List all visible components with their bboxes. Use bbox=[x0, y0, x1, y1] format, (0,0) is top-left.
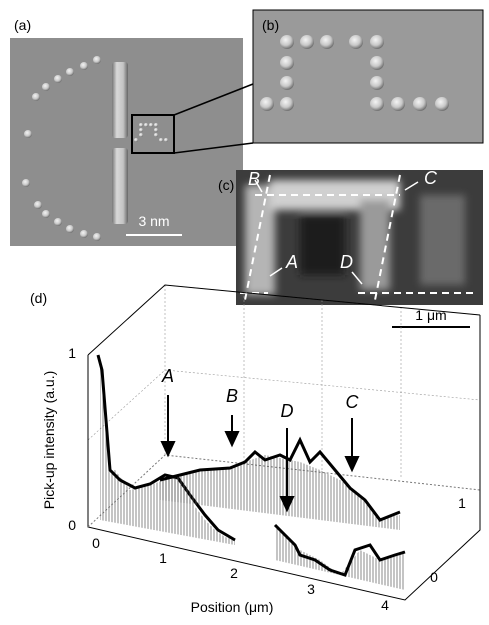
z-tick-label: 1 bbox=[68, 345, 76, 361]
depth-tick-label: 0 bbox=[430, 569, 438, 585]
marker-label: C bbox=[346, 392, 360, 412]
panel-label: (b) bbox=[262, 17, 279, 33]
x-tick-label: 2 bbox=[230, 565, 238, 581]
panel-b: (b) bbox=[253, 10, 483, 143]
x-axis-label: Position (μm) bbox=[191, 599, 274, 615]
marker-label: B bbox=[248, 169, 260, 189]
panel-label: (c) bbox=[218, 177, 234, 193]
x-tick-label: 0 bbox=[92, 535, 100, 551]
marker-label: C bbox=[424, 168, 438, 188]
scale-label: 3 nm bbox=[138, 213, 169, 229]
x-tick-label: 3 bbox=[307, 581, 315, 597]
depth-tick-label: 1 bbox=[458, 495, 466, 511]
panel-a: 3 nm (a) bbox=[10, 17, 253, 246]
marker-label: B bbox=[226, 386, 238, 406]
x-tick-label: 1 bbox=[159, 550, 167, 566]
z-tick-label: 0 bbox=[68, 517, 76, 533]
electrode bbox=[112, 62, 128, 138]
y-axis-label: Pick-up intensity (a.u.) bbox=[41, 371, 57, 510]
panel-label: (d) bbox=[30, 290, 47, 306]
figure: 3 nm (a) (b) B C A bbox=[0, 0, 489, 620]
electrode bbox=[112, 148, 128, 224]
marker-label: D bbox=[281, 401, 294, 421]
x-tick-label: 4 bbox=[381, 597, 389, 613]
marker-label: A bbox=[161, 366, 174, 386]
panel-label: (a) bbox=[14, 17, 31, 33]
marker-label: D bbox=[340, 252, 353, 272]
panel-d: (d) A B D C 0 1 0 1 2 bbox=[30, 285, 480, 615]
marker-label: A bbox=[285, 252, 298, 272]
